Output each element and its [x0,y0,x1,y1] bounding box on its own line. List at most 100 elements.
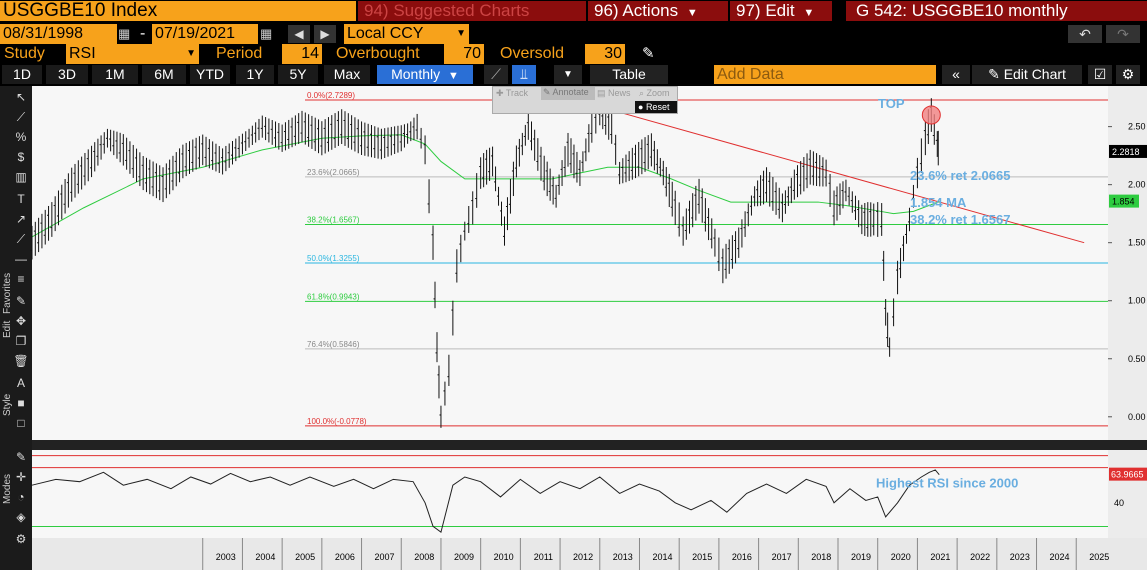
square-icon[interactable]: ■ [17,396,25,410]
pencil-icon: ✎ [988,66,1000,82]
annotate-button[interactable]: ✎ Annotate [541,87,595,100]
settings-icon[interactable]: ⚙ [15,532,27,546]
crosshair-icon[interactable]: ✛ [15,470,27,484]
end-date-field[interactable]: 07/19/2021 [152,24,258,44]
range-1y-button[interactable]: 1Y [236,65,274,84]
x-tick-label: 2021 [930,552,950,562]
oversold-label: Oversold [500,45,565,62]
dollar-icon[interactable]: $ [17,150,25,164]
add-data-input[interactable]: Add Data [714,65,936,84]
table-button[interactable]: Table [590,65,668,84]
fib-label: 23.6%(2.0665) [307,168,360,177]
chart-settings-icon[interactable]: ☑ [1088,65,1112,84]
trend-icon[interactable]: ⟋ [16,232,26,246]
top-marker [921,105,941,125]
x-tick-label: 2013 [613,552,633,562]
range-6m-button[interactable]: 6M [142,65,186,84]
x-tick-label: 2016 [732,552,752,562]
study-label: Study [4,45,45,62]
track-button[interactable]: ✚ Track [496,88,529,98]
currency-select[interactable]: Local CCY ▼ [344,24,469,44]
line-chart-icon[interactable]: ⟋ [484,65,508,84]
palette-icon[interactable]: ◈ [16,510,26,524]
copy-icon[interactable]: ❐ [15,334,27,348]
font-icon[interactable]: A [16,376,25,390]
x-tick-label: 2023 [1010,552,1030,562]
fib-label: 50.0%(1.3255) [307,254,360,263]
hline-icon[interactable]: — [15,252,27,266]
chart-icon[interactable]: ▥ [15,170,27,184]
rsi-axis-bg [1108,450,1147,538]
fib-label: 0.0%(2.7289) [307,91,355,100]
arrow-icon[interactable]: ↗ [15,212,27,226]
ma-value-label: 1.854 [1112,197,1135,207]
x-tick-label: 2012 [573,552,593,562]
start-date-field[interactable]: 08/31/1998 [0,24,117,44]
study-select[interactable]: RSI ▼ [66,44,199,64]
y-tick-label: 0.00 [1128,412,1146,422]
fib-label: 61.8%(0.9943) [307,292,360,301]
cursor-icon[interactable]: ↖ [15,90,27,104]
panel-divider [32,440,1147,450]
y-tick-label: 2.50 [1128,122,1146,132]
move-icon[interactable]: ✥ [15,314,27,328]
annotation-ret236: 23.6% ret 2.0665 [910,168,1010,183]
line-tool-icon[interactable]: ⟋ [16,110,26,124]
pencil-icon[interactable]: ✎ [642,45,655,62]
range-1m-button[interactable]: 1M [92,65,138,84]
zoom-button[interactable]: ⌕ Zoom [639,88,670,98]
fib-label: 100.0%(-0.0778) [307,417,367,426]
prev-arrow-button[interactable]: ◀ [288,25,310,43]
chart-type-dropdown[interactable]: ▼ [554,65,582,84]
text-icon[interactable]: T [17,192,25,206]
suggested-charts-button[interactable]: 94) Suggested Charts [358,1,586,21]
actions-menu[interactable]: 96) Actions ▼ [588,1,728,21]
frequency-select[interactable]: Monthly ▼ [377,65,473,84]
collapse-icon[interactable]: « [942,65,970,84]
news-button[interactable]: ▤ News [597,88,631,98]
chart-area[interactable]: 2.50 2.00 1.50 1.00 0.50 0.00 0.0%(2.7289) 23.6… [0,86,1147,570]
y-tick-label: 1.00 [1128,296,1146,306]
range-ytd-button[interactable]: YTD [190,65,230,84]
oversold-field[interactable]: 30 [585,44,625,64]
ticker-field[interactable]: USGGBE10 Index [0,1,356,21]
x-tick-label: 2017 [772,552,792,562]
range-3d-button[interactable]: 3D [46,65,88,84]
zoom-label: Zoom [646,88,670,98]
news-label: News [608,88,631,98]
period-field[interactable]: 14 [282,44,322,64]
reset-label: Reset [645,102,670,112]
fib-icon[interactable]: ≡ [17,272,25,286]
edit-menu[interactable]: 97) Edit ▼ [730,1,832,21]
pencil-mode-icon[interactable]: ✎ [15,450,27,464]
edit-chart-button[interactable]: ✎ Edit Chart [972,65,1082,84]
trash-icon[interactable]: 🗑 [13,354,29,368]
x-axis-bg [32,538,1147,570]
range-1d-button[interactable]: 1D [2,65,42,84]
percent-icon[interactable]: % [15,130,27,144]
frequency-value: Monthly [391,66,441,82]
x-tick-label: 2025 [1089,552,1109,562]
actions-num: 96) [594,1,619,20]
gauge-icon[interactable]: ◔ [17,490,25,504]
overbought-field[interactable]: 70 [444,44,484,64]
pen-icon[interactable]: ✎ [15,294,27,308]
x-tick-label: 2010 [494,552,514,562]
calendar-icon[interactable]: ▦ [118,26,131,41]
next-arrow-button[interactable]: ▶ [314,25,336,43]
y-tick-label: 0.50 [1128,354,1146,364]
rsi-line [31,469,940,533]
reset-button[interactable]: ● Reset [635,101,677,113]
redo-button[interactable]: ↷ [1106,25,1140,43]
undo-button[interactable]: ↶ [1068,25,1102,43]
bar-chart-icon[interactable]: ⫫ [512,65,536,84]
range-5y-button[interactable]: 5Y [278,65,318,84]
annotate-label: Annotate [552,87,589,97]
gear-icon[interactable]: ⚙ [1116,65,1140,84]
range-max-button[interactable]: Max [324,65,370,84]
white-square-icon[interactable]: □ [17,416,25,430]
caret-down-icon: ▼ [448,70,459,82]
rsi-value-label: 63.9665 [1111,470,1144,480]
calendar-icon[interactable]: ▦ [260,26,273,41]
caret-down-icon: ▼ [186,48,196,59]
